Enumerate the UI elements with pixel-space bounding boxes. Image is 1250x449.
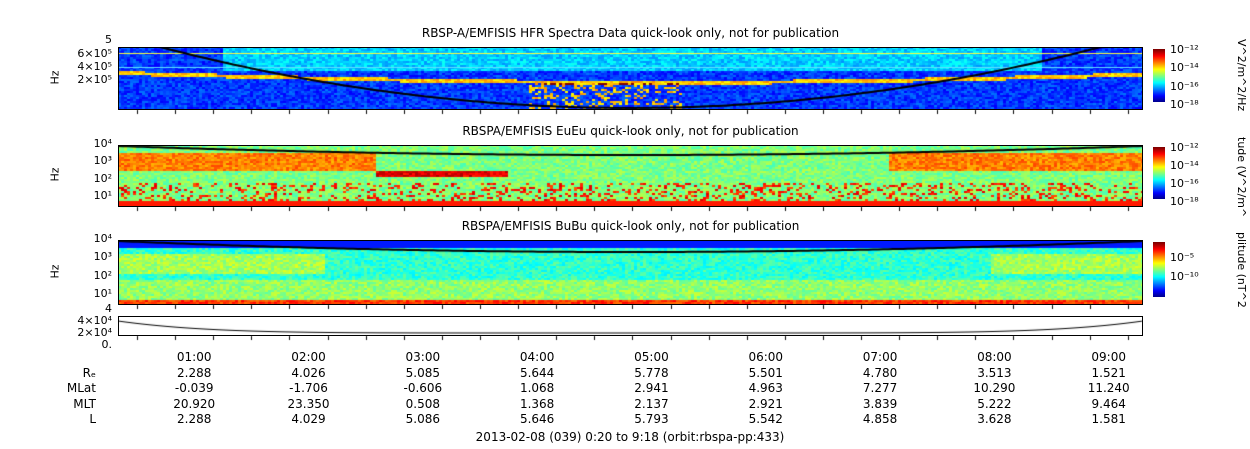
colorbar-tick-label: 10⁻⁵ — [1170, 251, 1195, 265]
ephemeris-row-label: MLat — [66, 381, 96, 396]
ephemeris-row-label: MLT — [73, 396, 96, 411]
ephemeris-value: 23.350 — [287, 396, 330, 411]
colorbar-label: plitude (nT^2 — [1235, 232, 1248, 308]
x-tick-label: 06:00 — [748, 350, 784, 364]
y-tick-label: 10² — [93, 268, 112, 282]
colorbar-tick-label: 10⁻¹² — [1170, 43, 1199, 56]
ephemeris-value: 3.839 — [862, 396, 898, 411]
ephemeris-row-label: L — [89, 411, 96, 426]
colorbar-tick-label: 10⁻¹⁸ — [1170, 195, 1199, 208]
colorbar-tick-label: 10⁻¹⁶ — [1170, 177, 1199, 190]
ephemeris-value: 5.793 — [634, 411, 669, 426]
x-tick-label: 08:00 — [977, 350, 1012, 364]
ephemeris-value: 1.068 — [519, 381, 555, 396]
y-tick-label: 10⁴ — [93, 137, 112, 150]
ephemeris-value: 3.513 — [977, 366, 1012, 380]
ephemeris-value: 10.290 — [973, 381, 1016, 396]
ephemeris-value: 4.780 — [862, 366, 898, 380]
y-tick-label: 10³ — [93, 250, 112, 264]
y-tick-label: 10² — [93, 171, 112, 185]
y-tick-label: 2×10⁵ — [77, 73, 112, 86]
ephemeris-value: 5.086 — [405, 411, 441, 426]
y-tick-label: 10¹ — [93, 189, 112, 202]
colorbar-tick-label: 10⁻¹⁶ — [1170, 79, 1199, 93]
y-tick-label: 10³ — [93, 154, 112, 168]
ephemeris-value: 2.288 — [177, 366, 212, 380]
x-tick-label: 03:00 — [405, 350, 441, 364]
panel-title: RBSP-A/EMFISIS HFR Spectra Data quick-lo… — [421, 26, 840, 40]
ephemeris-value: 5.778 — [634, 366, 669, 380]
ephemeris-value: 5.542 — [748, 411, 783, 426]
ephemeris-value: 1.581 — [1091, 411, 1126, 426]
x-tick-marks — [118, 240, 1143, 317]
y-tick-label: 4×10⁵ — [77, 60, 112, 73]
x-tick-marks — [118, 47, 1143, 122]
x-tick-label: 05:00 — [634, 350, 669, 364]
x-tick-marks — [118, 316, 1143, 348]
ephemeris-value: 4.026 — [291, 366, 326, 380]
y-tick-label: 4×10⁴ — [77, 314, 112, 327]
ephemeris-value: 5.646 — [519, 411, 555, 426]
ephemeris-value: 4.029 — [291, 411, 326, 426]
ephemeris-value: 1.368 — [519, 396, 555, 411]
ephemeris-value: 4.858 — [862, 411, 898, 426]
ephemeris-value: -0.606 — [403, 381, 443, 396]
colorbar-tick-label: 10⁻¹⁴ — [1170, 159, 1199, 172]
ephemeris-value: 1.521 — [1091, 366, 1126, 380]
ephemeris-value: 5.501 — [748, 366, 783, 380]
y-tick-label: 10⁴ — [93, 232, 112, 245]
colorbar-label: V^2/m^2/Hz — [1235, 39, 1248, 112]
ephemeris-value: 3.628 — [977, 411, 1012, 426]
ephemeris-row-label: Rₑ — [82, 366, 96, 380]
colorbar — [1153, 147, 1165, 199]
y-tick-label: 2×10⁴ — [77, 326, 112, 339]
ephemeris-value: 2.288 — [177, 411, 212, 426]
y-tick-label: 10¹ — [93, 287, 112, 300]
ephemeris-value: 5.644 — [519, 366, 555, 380]
x-tick-label: 02:00 — [291, 350, 326, 364]
y-tick-label: 0. — [101, 338, 113, 351]
ephemeris-value: 2.137 — [634, 396, 669, 411]
colorbar — [1153, 49, 1165, 102]
ephemeris-value: 9.464 — [1091, 396, 1126, 411]
ephemeris-value: -1.706 — [289, 381, 328, 396]
panel-title: RBSPA/EMFISIS BuBu quick-look only, not … — [461, 219, 800, 233]
ephemeris-value: 7.277 — [862, 381, 898, 396]
ephemeris-value: 0.508 — [405, 396, 441, 411]
y-axis-label: Hz — [48, 263, 62, 279]
colorbar-tick-label: 10⁻¹² — [1170, 141, 1199, 154]
ephemeris-value: 5.085 — [405, 366, 441, 380]
colorbar-tick-label: 10⁻¹⁴ — [1170, 61, 1199, 75]
ephemeris-value: 4.963 — [748, 381, 783, 396]
y-axis-label: Hz — [48, 167, 62, 182]
colorbar-tick-label: 10⁻¹⁸ — [1170, 98, 1199, 111]
ephemeris-value: 5.222 — [977, 396, 1012, 411]
x-tick-label: 09:00 — [1091, 350, 1126, 364]
ephemeris-value: 2.941 — [634, 381, 669, 396]
ephemeris-value: 20.920 — [173, 396, 216, 411]
ephemeris-value: 11.240 — [1087, 381, 1130, 396]
x-tick-marks — [118, 145, 1143, 219]
y-tick-label: 4 — [105, 302, 112, 315]
x-tick-label: 07:00 — [862, 350, 898, 364]
y-axis-label: Hz — [48, 69, 62, 85]
y-tick-label: 6×10⁵ — [77, 47, 112, 60]
x-tick-label: 01:00 — [176, 350, 212, 364]
colorbar-label: tude (V^2/m^ — [1235, 137, 1248, 218]
colorbar — [1153, 242, 1165, 297]
panel-title: RBSPA/EMFISIS EuEu quick-look only, not … — [462, 124, 799, 138]
colorbar-tick-label: 10⁻¹⁰ — [1170, 270, 1199, 284]
ephemeris-value: 2.921 — [748, 396, 783, 411]
x-tick-label: 04:00 — [519, 350, 555, 364]
footer-caption: 2013-02-08 (039) 0:20 to 9:18 (orbit:rbs… — [475, 430, 785, 444]
ephemeris-value: -0.039 — [174, 381, 214, 396]
y-tick-label: 5 — [105, 33, 112, 46]
